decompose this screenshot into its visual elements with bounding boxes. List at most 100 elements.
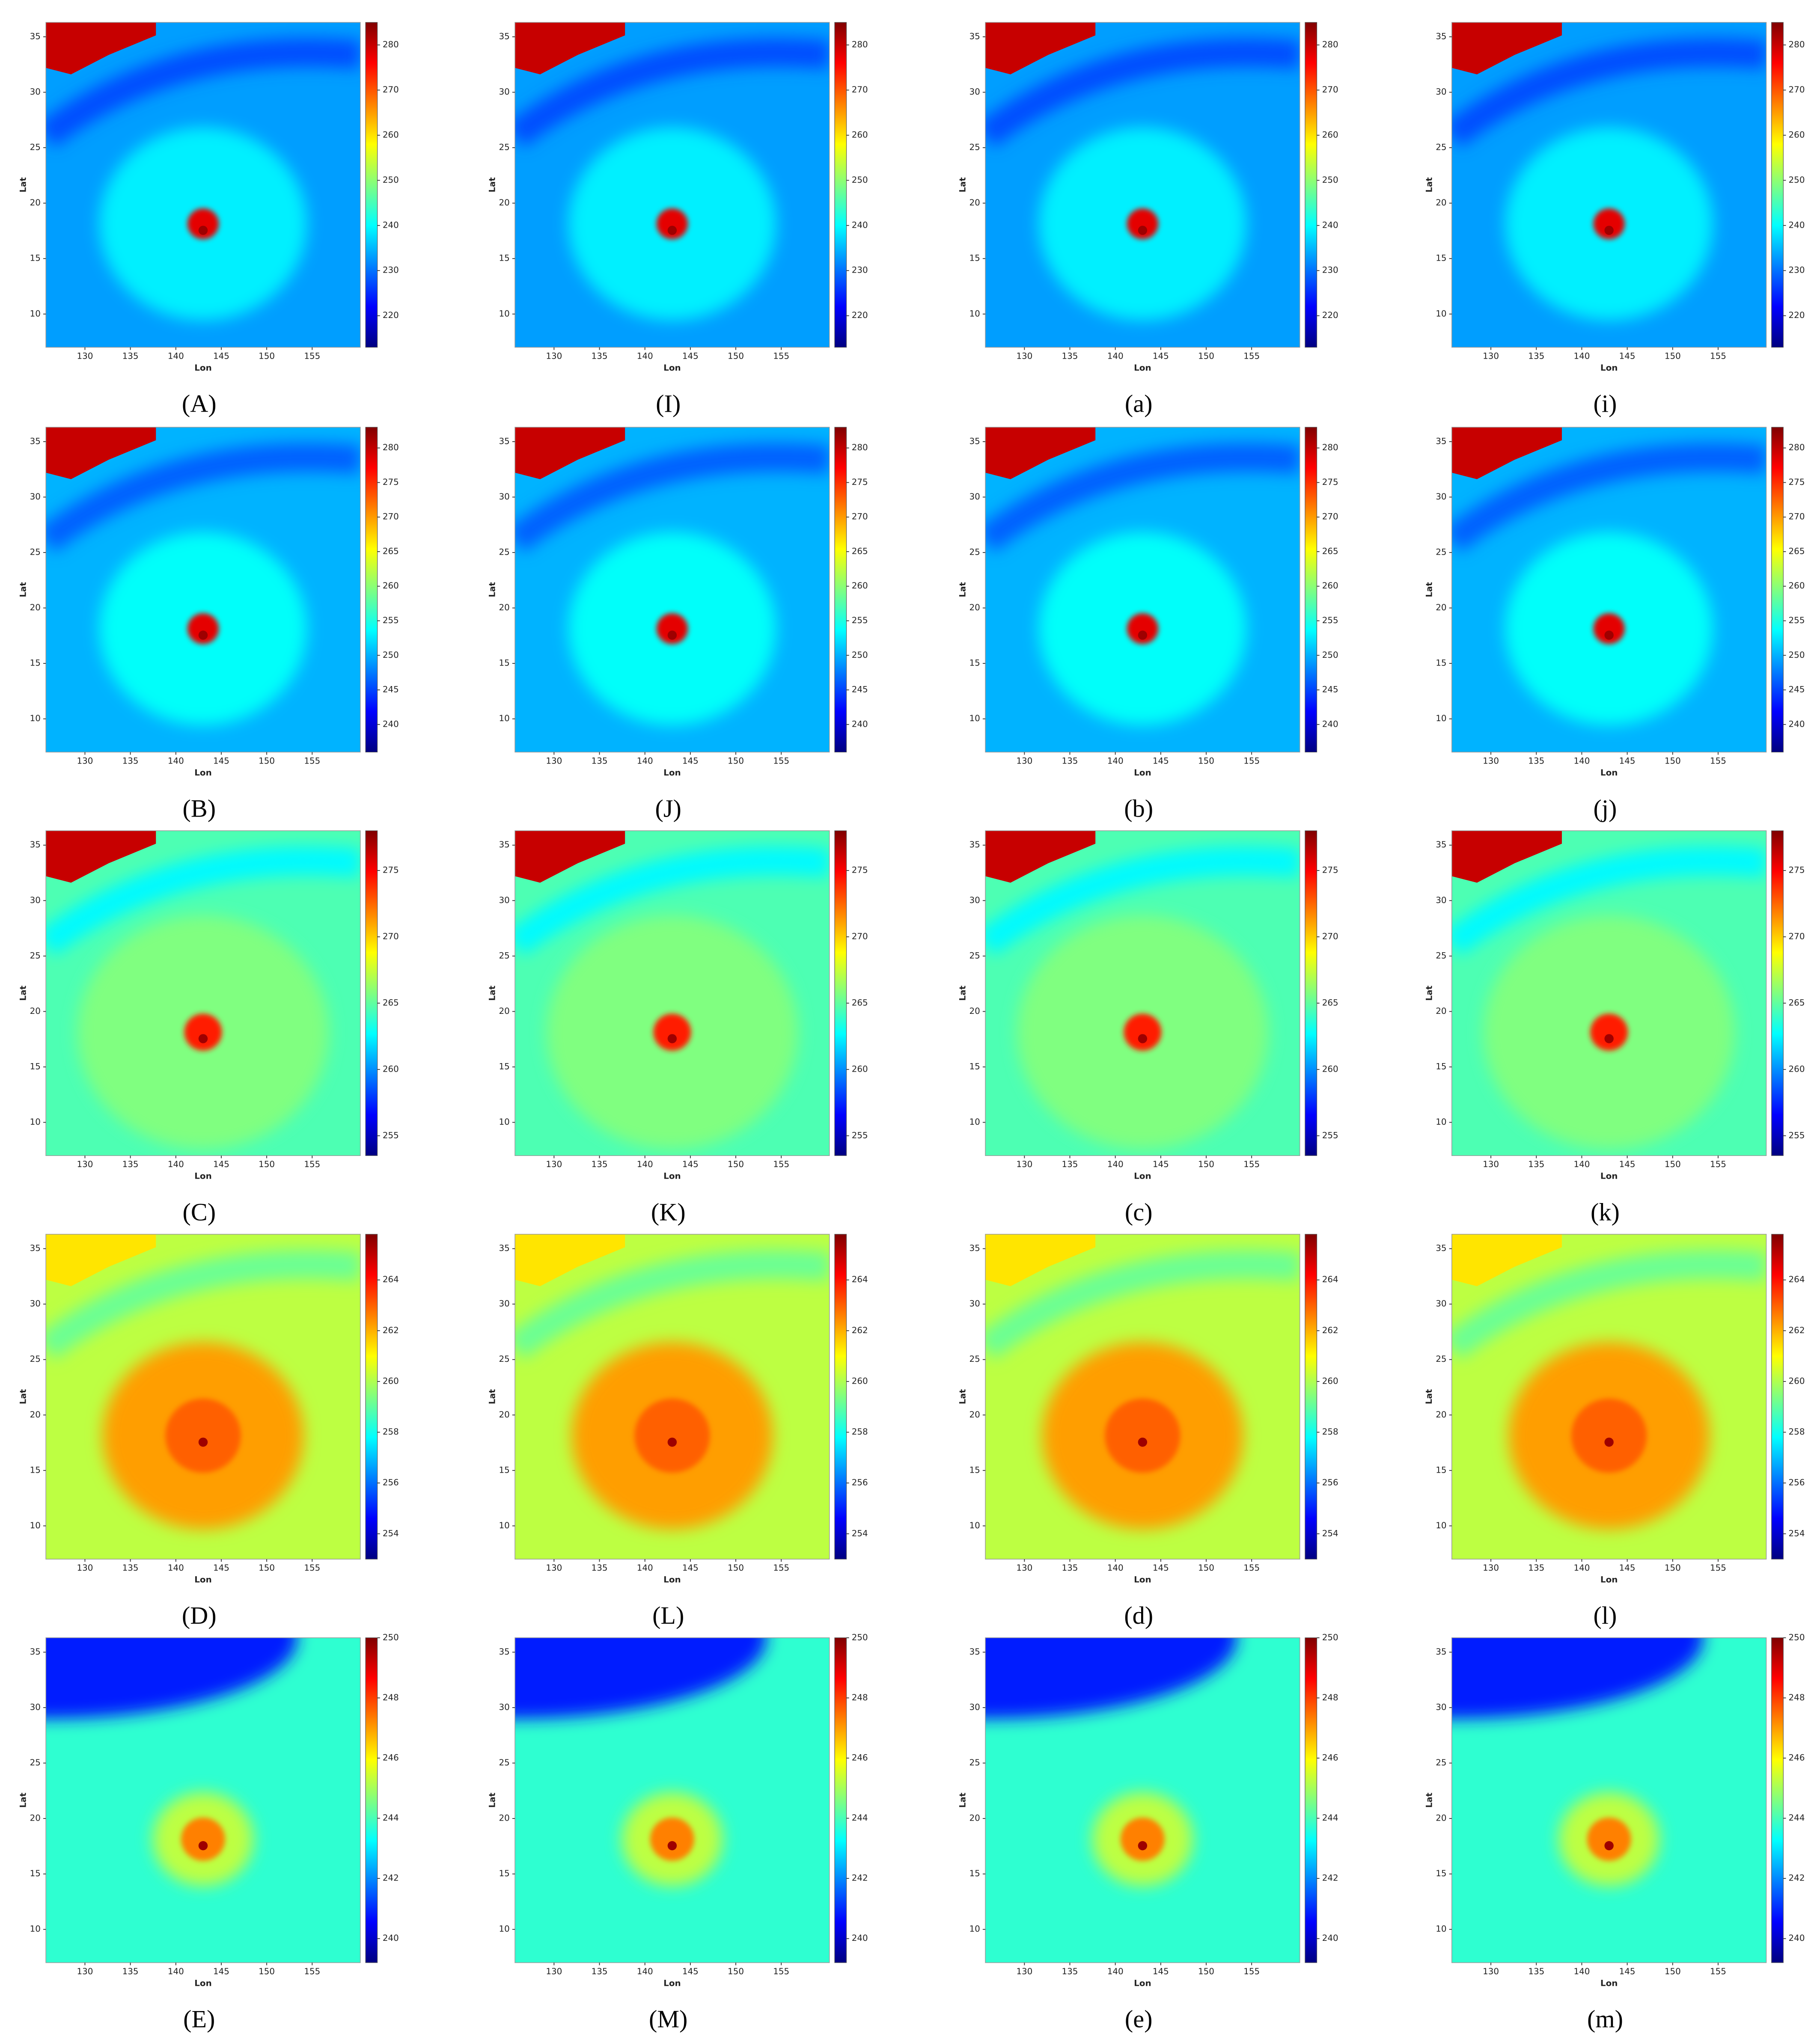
- y-tick-label: 10: [499, 1521, 510, 1530]
- colorbar: [365, 830, 378, 1156]
- y-tick-label: 35: [1436, 1243, 1446, 1253]
- panel: 130 135 140 145 150 155 10 15 20 25 30 35 Lon Lat 240 2…: [1424, 1632, 1805, 2033]
- panel-label: (L): [652, 1601, 684, 1629]
- x-tick-label: 135: [1528, 756, 1544, 766]
- colorbar-tick-label: 240: [1322, 220, 1338, 230]
- heatmap-image: [985, 1234, 1300, 1560]
- colorbar-tick-label: 275: [1789, 477, 1805, 487]
- x-tick-label: 155: [773, 1159, 789, 1169]
- colorbar-tick-label: 256: [1322, 1478, 1338, 1488]
- colorbar-tick-label: 242: [383, 1873, 399, 1883]
- colorbar-tick-label: 275: [852, 477, 868, 487]
- y-tick-label: 35: [30, 1647, 41, 1657]
- heatmap-image: [985, 427, 1300, 752]
- eye: [667, 1841, 677, 1851]
- colorbar-tick-label: 230: [1322, 265, 1338, 275]
- panel-label: (C): [183, 1198, 216, 1226]
- y-tick-label: 25: [499, 143, 510, 152]
- x-tick-label: 135: [1528, 1967, 1544, 1976]
- eye: [198, 630, 208, 640]
- colorbar-tick-label: 245: [383, 685, 399, 695]
- colorbar-tick-label: 250: [1322, 175, 1338, 185]
- core: [1593, 208, 1625, 240]
- colorbar: [1771, 427, 1784, 753]
- x-tick-label: 145: [1619, 1159, 1636, 1169]
- y-tick-label: 25: [499, 547, 510, 557]
- plot-frame: [1451, 1637, 1767, 1963]
- eye: [1138, 1841, 1148, 1851]
- colorbar-tick-label: 256: [1789, 1478, 1805, 1488]
- core: [634, 1399, 710, 1473]
- x-tick-label: 140: [1107, 1967, 1124, 1976]
- x-tick-label: 145: [1153, 1159, 1169, 1169]
- colorbar-tick-label: 258: [383, 1427, 399, 1437]
- colorbar-tick-label: 265: [383, 998, 399, 1007]
- x-tick-label: 155: [304, 1967, 320, 1976]
- colorbar-tick-label: 260: [1789, 130, 1805, 140]
- x-tick-label: 135: [1528, 351, 1544, 361]
- coast-patch: [515, 831, 625, 883]
- x-tick-label: 135: [592, 1159, 608, 1169]
- y-axis-label: Lat: [958, 1792, 967, 1808]
- eye: [1604, 1438, 1614, 1447]
- y-tick-label: 25: [969, 143, 980, 152]
- band: [515, 38, 830, 148]
- colorbar-tick-label: 244: [1322, 1813, 1338, 1823]
- panel: 130 135 140 145 150 155 10 15 20 25 30 35 Lon Lat 240 2…: [1424, 427, 1805, 822]
- colorbar-tick-label: 270: [852, 85, 868, 95]
- y-tick-label: 15: [1436, 1465, 1446, 1475]
- x-tick-label: 140: [168, 351, 184, 361]
- x-tick-label: 145: [682, 351, 699, 361]
- x-tick-label: 130: [546, 1159, 562, 1169]
- colorbar-tick-label: 246: [1322, 1753, 1338, 1762]
- coast-patch: [515, 1234, 625, 1286]
- colorbar-tick-label: 250: [852, 175, 868, 185]
- y-axis-label: Lat: [488, 582, 497, 597]
- colorbar-tick-label: 240: [852, 719, 868, 729]
- y-tick-label: 20: [499, 1813, 510, 1823]
- y-tick-label: 20: [30, 1410, 41, 1420]
- panel-label: (J): [655, 794, 681, 822]
- coast-patch: [46, 22, 156, 74]
- y-tick-label: 25: [969, 1758, 980, 1768]
- colorbar-tick-label: 258: [1789, 1427, 1805, 1437]
- y-axis-label: Lat: [1424, 177, 1434, 193]
- x-tick-label: 150: [728, 351, 744, 361]
- x-tick-label: 135: [122, 1563, 139, 1573]
- colorbar: [834, 830, 847, 1156]
- band: [985, 38, 1300, 148]
- plot-frame: [45, 830, 361, 1156]
- y-tick-label: 10: [969, 713, 980, 723]
- y-tick-label: 35: [30, 436, 41, 446]
- coast-patch: [985, 1234, 1096, 1286]
- colorbar-tick-label: 270: [383, 931, 399, 941]
- colorbar-tick-label: 270: [1322, 512, 1338, 522]
- x-tick-label: 150: [259, 1967, 275, 1976]
- y-tick-label: 10: [30, 1521, 41, 1530]
- panel: 130 135 140 145 150 155 10 15 20 25 30 35 Lon Lat 254 2…: [18, 1234, 399, 1629]
- x-tick-label: 155: [1710, 1159, 1726, 1169]
- y-tick-label: 30: [499, 895, 510, 905]
- x-tick-label: 140: [1107, 1563, 1124, 1573]
- y-tick-label: 35: [1436, 1647, 1446, 1657]
- y-tick-label: 30: [499, 1702, 510, 1712]
- y-tick-label: 10: [499, 713, 510, 723]
- x-tick-label: 130: [1016, 1967, 1032, 1976]
- band: [1451, 846, 1766, 956]
- colorbar-tick-label: 260: [383, 130, 399, 140]
- x-tick-label: 150: [259, 1159, 275, 1169]
- y-tick-label: 35: [499, 436, 510, 446]
- panel-label: (l): [1594, 1601, 1617, 1629]
- x-tick-label: 135: [1062, 756, 1078, 766]
- panel: 130 135 140 145 150 155 10 15 20 25 30 35 Lon Lat 220 2…: [18, 22, 399, 418]
- y-tick-label: 35: [30, 1243, 41, 1253]
- x-tick-label: 145: [213, 351, 229, 361]
- panel-label: (B): [183, 794, 216, 822]
- y-tick-label: 30: [1436, 1702, 1446, 1712]
- colorbar: [365, 22, 378, 348]
- core: [1124, 1013, 1162, 1051]
- coast-patch: [46, 831, 156, 883]
- x-tick-label: 145: [213, 1967, 229, 1976]
- y-tick-label: 30: [969, 492, 980, 502]
